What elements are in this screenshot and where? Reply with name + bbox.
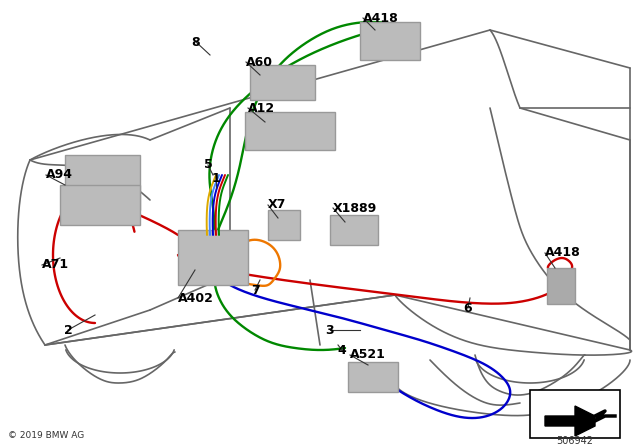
Text: A71: A71 (42, 258, 69, 271)
Text: 7: 7 (251, 284, 259, 297)
Text: A402: A402 (178, 292, 214, 305)
Bar (245, 112, 335, 150)
Bar (360, 22, 420, 60)
Bar (530, 390, 620, 438)
Text: 6: 6 (464, 302, 472, 314)
Bar (60, 185, 140, 225)
Text: 5: 5 (204, 159, 212, 172)
Text: © 2019 BMW AG: © 2019 BMW AG (8, 431, 84, 440)
Text: A418: A418 (545, 246, 580, 259)
Text: A94: A94 (46, 168, 73, 181)
Text: 4: 4 (338, 344, 346, 357)
Bar (250, 65, 315, 100)
Text: A12: A12 (248, 102, 275, 115)
Bar (348, 362, 398, 392)
Text: 1: 1 (212, 172, 220, 185)
Bar (268, 210, 300, 240)
Bar (65, 155, 140, 210)
Text: A521: A521 (350, 349, 386, 362)
Bar (178, 230, 248, 285)
Text: X7: X7 (268, 198, 286, 211)
Text: A60: A60 (246, 56, 273, 69)
Text: 2: 2 (63, 323, 72, 336)
Text: 8: 8 (192, 35, 200, 48)
Bar (330, 215, 378, 245)
Text: A418: A418 (363, 12, 399, 25)
Text: 3: 3 (326, 323, 334, 336)
Text: 506942: 506942 (557, 436, 593, 446)
Bar (547, 268, 575, 304)
Polygon shape (545, 406, 595, 436)
Text: X1889: X1889 (333, 202, 377, 215)
